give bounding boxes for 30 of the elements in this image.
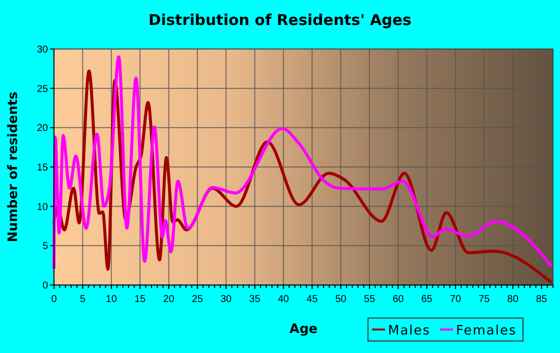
y-tick-label: 25 xyxy=(36,84,48,95)
x-tick-label: 25 xyxy=(192,294,204,305)
x-tick-label: 60 xyxy=(392,294,404,305)
x-tick-label: 75 xyxy=(478,294,490,305)
y-tick-label: 30 xyxy=(36,44,48,56)
x-tick-label: 0 xyxy=(51,294,58,305)
chart-title: Distribution of Residents' Ages xyxy=(148,11,412,29)
x-tick-label: 80 xyxy=(507,294,519,305)
x-tick-label: 10 xyxy=(106,294,118,305)
y-tick-label: 20 xyxy=(36,123,48,134)
x-tick-label: 35 xyxy=(249,294,261,305)
y-tick-label: 10 xyxy=(36,202,48,213)
x-tick-label: 55 xyxy=(364,294,376,305)
x-tick-label: 70 xyxy=(450,294,462,305)
x-tick-label: 15 xyxy=(134,294,146,305)
x-tick-label: 20 xyxy=(163,294,175,305)
x-tick-label: 85 xyxy=(536,294,548,305)
y-tick-label: 0 xyxy=(42,280,48,292)
x-tick-label: 5 xyxy=(80,294,86,305)
x-tick-label: 45 xyxy=(306,294,318,305)
legend-label: Males xyxy=(388,324,431,338)
y-tick-label: 15 xyxy=(36,162,48,174)
x-axis-title: Age xyxy=(289,322,318,337)
x-tick-label: 65 xyxy=(421,294,433,305)
x-tick-label: 40 xyxy=(278,294,290,305)
y-tick-label: 5 xyxy=(42,241,48,252)
x-tick-label: 50 xyxy=(335,294,347,305)
x-tick-label: 30 xyxy=(220,294,232,305)
legend-label: Females xyxy=(456,324,517,338)
y-axis-title: Number of residents xyxy=(6,91,21,242)
